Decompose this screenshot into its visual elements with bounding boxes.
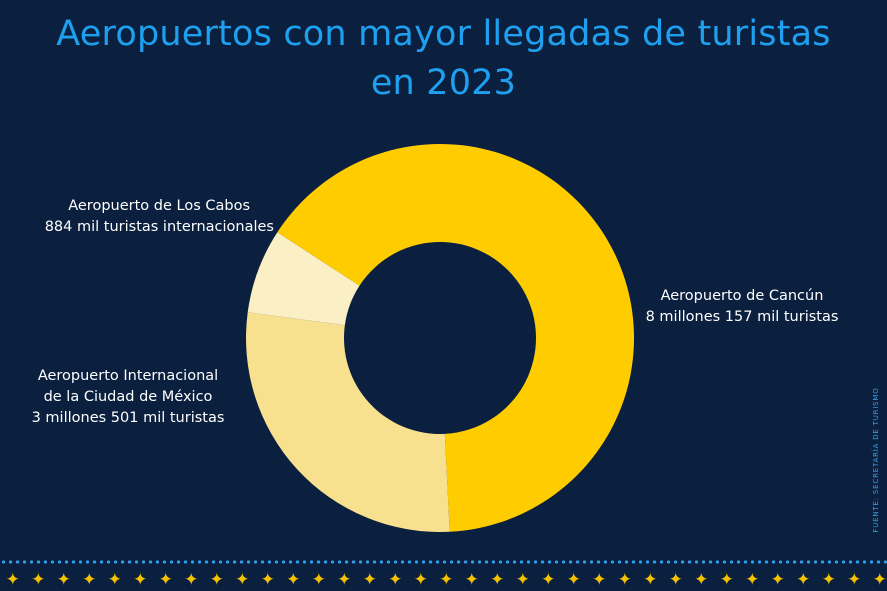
chart-title: Aeropuertos con mayor llegadas de turist… bbox=[0, 10, 887, 108]
star-icon: ✦ bbox=[770, 570, 785, 590]
star-icon: ✦ bbox=[362, 570, 377, 590]
decorative-star-border: ✦ ✦ ✦ ✦ ✦ ✦ ✦ ✦ ✦ ✦ ✦ ✦ ✦ ✦ ✦ ✦ ✦ ✦ ✦ ✦ ✦ ✦ ✦ ✦ ✦ ✦ ✦ ✦ ✦ ✦ ✦ ✦ ✦ ✦ ✦ bbox=[0, 569, 887, 591]
label-cdmx-value: 3 millones 501 mil turistas bbox=[31, 410, 225, 426]
star-icon: ✦ bbox=[872, 570, 887, 590]
star-icon: ✦ bbox=[592, 570, 607, 590]
label-cdmx-name-2: de la Ciudad de México bbox=[43, 389, 213, 405]
decorative-dot-border bbox=[0, 560, 887, 564]
star-icon: ✦ bbox=[158, 570, 173, 590]
star-icon: ✦ bbox=[821, 570, 836, 590]
star-icon: ✦ bbox=[235, 570, 250, 590]
source-note: FUENTE: SECRETARÍA DE TURISMO bbox=[872, 387, 880, 533]
label-los-cabos-value: 884 mil turistas internacionales bbox=[44, 219, 274, 235]
star-icon: ✦ bbox=[566, 570, 581, 590]
star-icon: ✦ bbox=[515, 570, 530, 590]
star-icon: ✦ bbox=[107, 570, 122, 590]
label-cdmx: Aeropuerto Internacional de la Ciudad de… bbox=[20, 366, 236, 429]
star-icon: ✦ bbox=[286, 570, 301, 590]
star-icon: ✦ bbox=[490, 570, 505, 590]
star-icon: ✦ bbox=[464, 570, 479, 590]
star-icon: ✦ bbox=[413, 570, 428, 590]
star-icon: ✦ bbox=[668, 570, 683, 590]
star-icon: ✦ bbox=[260, 570, 275, 590]
star-icon: ✦ bbox=[745, 570, 760, 590]
star-icon: ✦ bbox=[796, 570, 811, 590]
star-icon: ✦ bbox=[31, 570, 46, 590]
donut-slice-cancun bbox=[277, 144, 634, 532]
star-icon: ✦ bbox=[617, 570, 632, 590]
donut-slice-los-cabos bbox=[247, 232, 360, 326]
chart-title-line1: Aeropuertos con mayor llegadas de turist… bbox=[56, 14, 831, 54]
label-los-cabos: Aeropuerto de Los Cabos 884 mil turistas… bbox=[34, 196, 274, 238]
star-icon: ✦ bbox=[541, 570, 556, 590]
star-icon: ✦ bbox=[694, 570, 709, 590]
star-icon: ✦ bbox=[56, 570, 71, 590]
star-icon: ✦ bbox=[311, 570, 326, 590]
star-icon: ✦ bbox=[337, 570, 352, 590]
label-cancun-value: 8 millones 157 mil turistas bbox=[645, 309, 839, 325]
star-icon: ✦ bbox=[133, 570, 148, 590]
star-icon: ✦ bbox=[82, 570, 97, 590]
label-los-cabos-name: Aeropuerto de Los Cabos bbox=[68, 198, 250, 214]
star-icon: ✦ bbox=[719, 570, 734, 590]
label-cancun-name: Aeropuerto de Cancún bbox=[660, 288, 824, 304]
donut-slice-cdmx bbox=[246, 312, 450, 532]
star-icon: ✦ bbox=[643, 570, 658, 590]
star-icon: ✦ bbox=[209, 570, 224, 590]
star-icon: ✦ bbox=[439, 570, 454, 590]
label-cdmx-name-1: Aeropuerto Internacional bbox=[37, 368, 219, 384]
star-icon: ✦ bbox=[5, 570, 20, 590]
label-cancun: Aeropuerto de Cancún 8 millones 157 mil … bbox=[636, 286, 848, 328]
star-icon: ✦ bbox=[388, 570, 403, 590]
star-icon: ✦ bbox=[847, 570, 862, 590]
chart-title-line2: en 2023 bbox=[370, 63, 517, 103]
star-icon: ✦ bbox=[184, 570, 199, 590]
